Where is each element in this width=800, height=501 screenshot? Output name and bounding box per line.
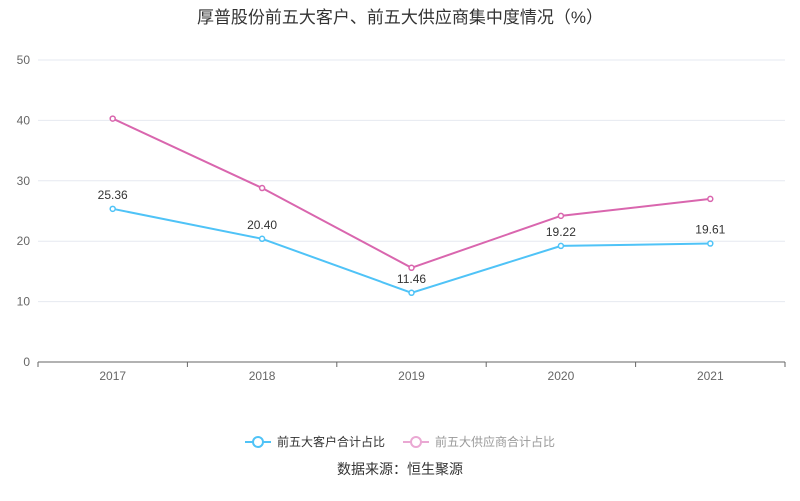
data-point <box>557 212 565 220</box>
legend-label: 前五大供应商合计占比 <box>435 435 556 449</box>
y-tick-label: 30 <box>17 174 31 188</box>
data-point <box>408 289 415 297</box>
data-point <box>408 264 415 272</box>
x-tick-label: 2018 <box>249 369 276 383</box>
legend-marker-icon <box>244 435 271 448</box>
data-point <box>258 235 266 243</box>
legend-item-customers[interactable]: 前五大客户合计占比 <box>244 433 385 450</box>
x-tick-label: 2017 <box>99 369 126 383</box>
data-point <box>707 240 714 247</box>
source-note: 数据来源：恒生聚源 <box>337 461 463 477</box>
y-tick-label: 40 <box>17 113 31 127</box>
data-point <box>557 242 565 250</box>
y-tick-label: 10 <box>17 295 31 309</box>
chart-title: 厚普股份前五大客户、前五大供应商集中度情况（%） <box>196 8 604 27</box>
data-label: 19.61 <box>695 223 725 237</box>
legend-item-suppliers[interactable]: 前五大供应商合计占比 <box>403 433 555 450</box>
legend: 前五大客户合计占比 前五大供应商合计占比 <box>0 433 800 450</box>
x-tick-label: 2021 <box>697 369 724 383</box>
data-point <box>109 205 116 213</box>
legend-marker-icon <box>403 435 429 448</box>
y-tick-label: 0 <box>23 355 30 369</box>
data-label: 20.40 <box>247 218 277 232</box>
x-tick-label: 2020 <box>548 369 575 383</box>
y-tick-label: 50 <box>17 53 31 67</box>
data-point <box>258 184 266 192</box>
y-tick-label: 20 <box>17 234 31 248</box>
data-point <box>707 195 714 203</box>
data-label: 19.22 <box>546 225 576 239</box>
data-label: 11.46 <box>397 272 426 286</box>
data-point <box>109 115 116 122</box>
x-tick-label: 2019 <box>398 369 425 383</box>
data-label: 25.36 <box>98 188 128 202</box>
legend-label: 前五大客户合计占比 <box>276 435 385 449</box>
